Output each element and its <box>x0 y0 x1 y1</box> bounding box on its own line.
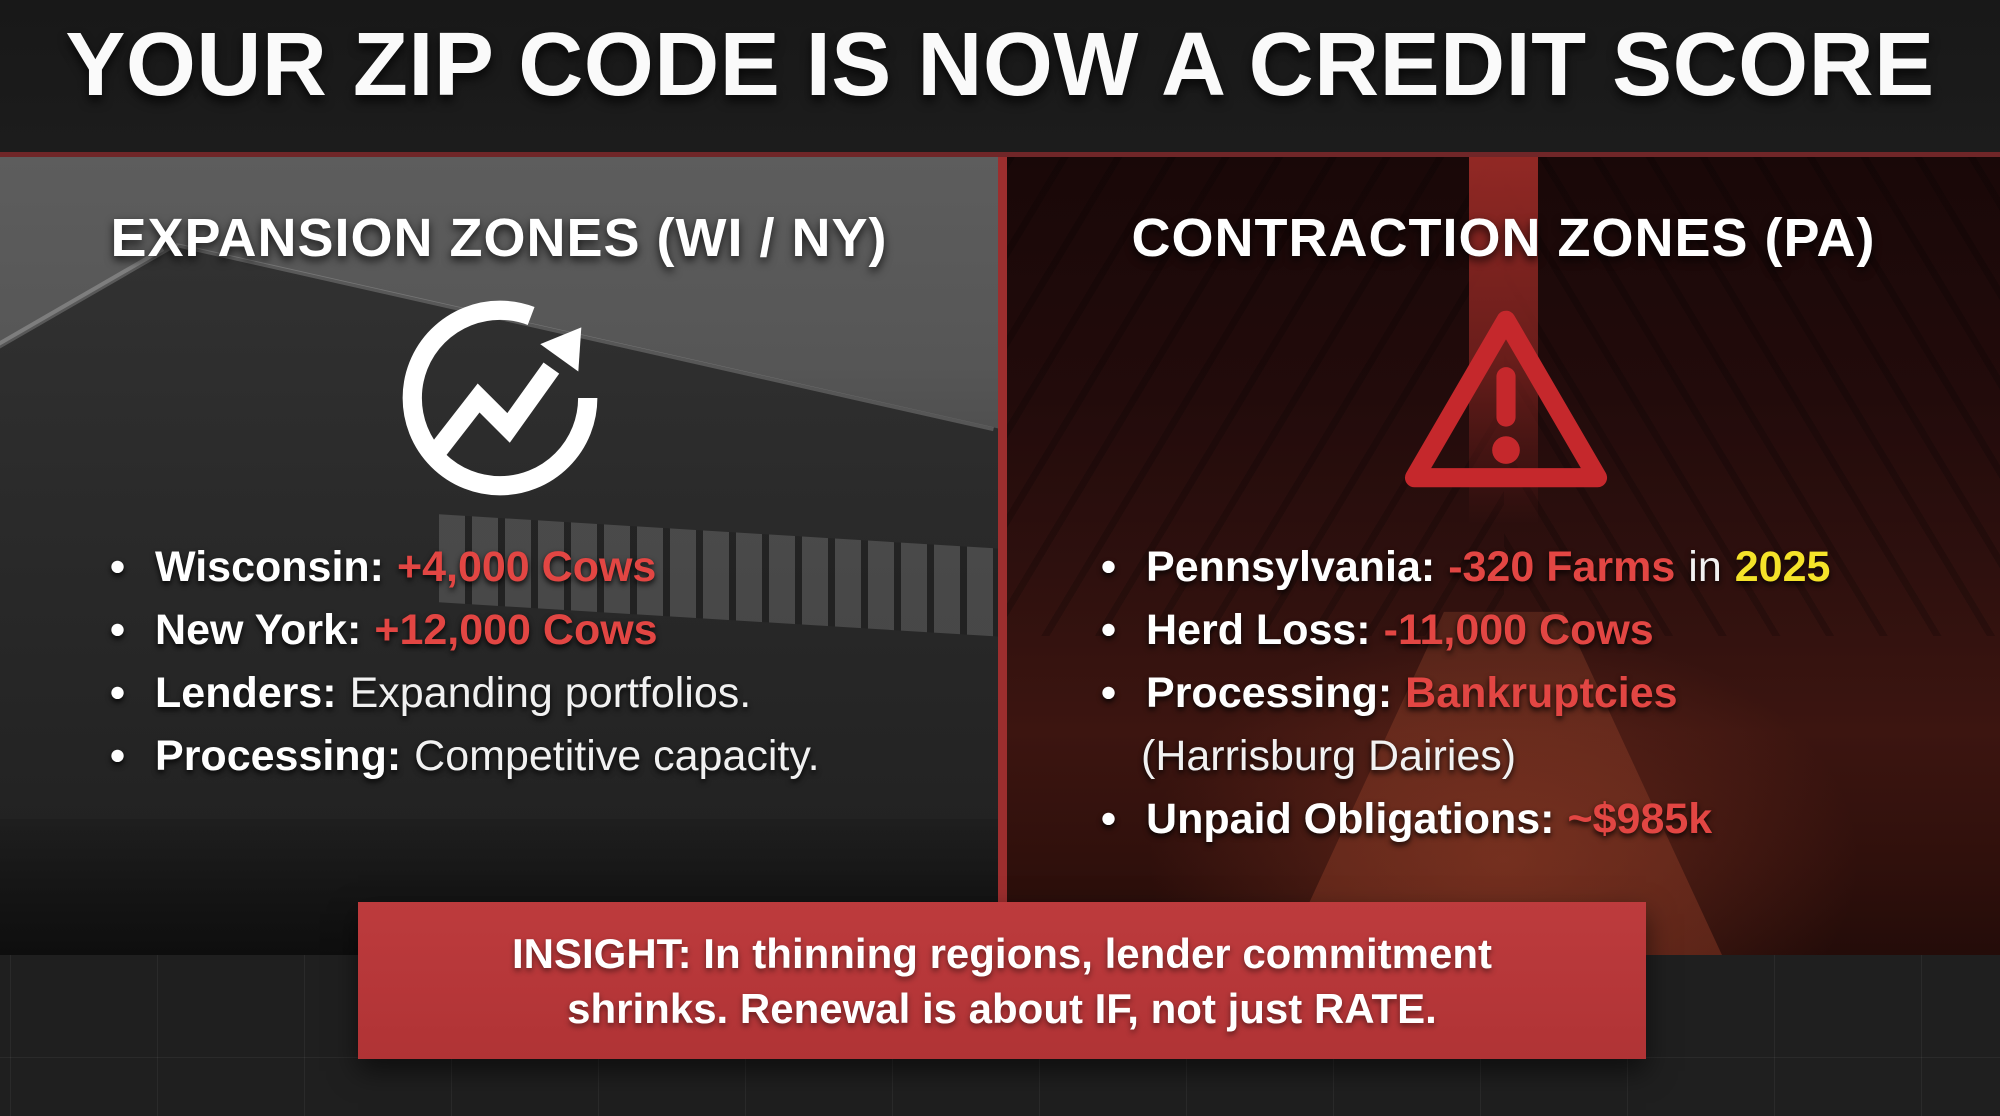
list-item: Wisconsin:+4,000 Cows <box>110 536 820 599</box>
bullet-label: Lenders: <box>155 669 337 717</box>
trend-up-circle-icon <box>402 300 598 496</box>
insight-banner: INSIGHT: In thinning regions, lender com… <box>358 902 1646 1059</box>
list-item-continuation: (Harrisburg Dairies) <box>1101 725 1830 788</box>
bullet-value: Expanding portfolios. <box>349 669 752 717</box>
bullet-value: +4,000 Cows <box>396 543 657 591</box>
bullet-value-year: 2025 <box>1734 543 1831 591</box>
warning-triangle-icon <box>1404 310 1608 488</box>
expansion-heading: EXPANSION ZONES (WI / NY) <box>110 208 888 268</box>
list-item: Herd Loss:-11,000 Cows <box>1101 599 1830 662</box>
list-item: Unpaid Obligations:~$985k <box>1101 788 1830 851</box>
contraction-heading: CONTRACTION ZONES (PA) <box>1131 208 1876 268</box>
bullet-value-red: Bankruptcies <box>1405 669 1678 717</box>
bullet-value: +12,000 Cows <box>374 606 658 654</box>
bullet-label: New York: <box>155 606 362 654</box>
list-item: Processing:Bankruptcies <box>1101 662 1830 725</box>
list-item: New York:+12,000 Cows <box>110 599 820 662</box>
bullet-continuation: (Harrisburg Dairies) <box>1141 732 1517 780</box>
bullet-value-mid: in <box>1688 543 1722 591</box>
bullet-label: Wisconsin: <box>155 543 384 591</box>
bullet-label: Herd Loss: <box>1146 606 1371 654</box>
bullet-value-red: -320 Farms <box>1448 543 1676 591</box>
bullet-value: Competitive capacity. <box>414 732 820 780</box>
insight-line-1: INSIGHT: In thinning regions, lender com… <box>511 929 1493 977</box>
bullet-label: Unpaid Obligations: <box>1146 795 1555 843</box>
panel-divider <box>998 157 1007 955</box>
bullet-value-red: -11,000 Cows <box>1383 606 1654 654</box>
contraction-panel: CONTRACTION ZONES (PA) Pennsylvania:-320… <box>1007 157 2000 955</box>
expansion-bullet-list: Wisconsin:+4,000 Cows New York:+12,000 C… <box>110 536 820 788</box>
page-title: YOUR ZIP CODE IS NOW A CREDIT SCORE <box>65 15 1935 115</box>
bullet-value-red: ~$985k <box>1567 795 1713 843</box>
panel-top-rule <box>0 152 2000 157</box>
list-item: Processing:Competitive capacity. <box>110 725 820 788</box>
bullet-label: Processing: <box>155 732 402 780</box>
title-band <box>0 0 2000 152</box>
bullet-label: Pennsylvania: <box>1146 543 1436 591</box>
bullet-label: Processing: <box>1146 669 1393 717</box>
expansion-panel: EXPANSION ZONES (WI / NY) Wisconsin:+4,0… <box>0 157 998 955</box>
insight-line-2: shrinks. Renewal is about IF, not just R… <box>567 984 1437 1032</box>
list-item: Lenders:Expanding portfolios. <box>110 662 820 725</box>
